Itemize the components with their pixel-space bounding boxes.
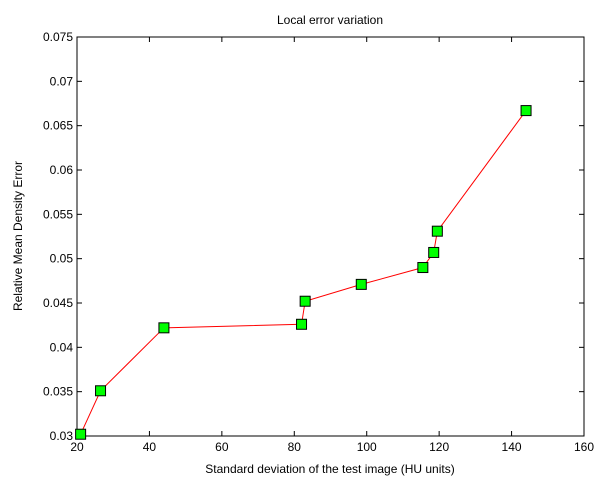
data-point-marker xyxy=(299,295,311,307)
y-tick-label: 0.06 xyxy=(50,163,74,177)
x-tick-label: 20 xyxy=(70,440,84,454)
y-axis-ticks: 0.03 0.035 0.04 0.045 0.05 0.055 0.06 0.065 0.07… xyxy=(43,30,584,443)
data-point-marker xyxy=(355,278,367,290)
x-tick-label: 80 xyxy=(288,440,302,454)
data-point-marker xyxy=(520,105,532,117)
series-line xyxy=(80,110,527,435)
y-tick-label: 0.035 xyxy=(43,385,73,399)
y-axis-label: Relative Mean Density Error xyxy=(11,161,25,311)
x-tick-label: 40 xyxy=(143,440,157,454)
y-tick-label: 0.04 xyxy=(50,340,74,354)
series-layer xyxy=(75,105,532,440)
data-point-marker xyxy=(75,428,87,440)
data-point-marker xyxy=(95,385,107,397)
y-tick-label: 0.045 xyxy=(43,296,73,310)
data-point-marker xyxy=(431,225,443,237)
x-tick-label: 160 xyxy=(574,440,594,454)
x-tick-label: 100 xyxy=(357,440,377,454)
data-point-marker xyxy=(296,318,308,330)
x-axis-ticks: 20 40 60 80 100 120 140 160 xyxy=(70,37,594,454)
y-tick-label: 0.05 xyxy=(50,252,74,266)
x-axis-label: Standard deviation of the test image (HU… xyxy=(205,462,454,476)
data-point-marker xyxy=(428,246,440,258)
y-tick-label: 0.065 xyxy=(43,119,73,133)
data-point-marker xyxy=(158,322,170,334)
x-tick-label: 60 xyxy=(215,440,229,454)
y-tick-label: 0.075 xyxy=(43,30,73,44)
plot-area xyxy=(76,36,585,437)
y-tick-label: 0.03 xyxy=(50,429,74,443)
x-tick-label: 140 xyxy=(502,440,522,454)
chart-title: Local error variation xyxy=(277,13,383,27)
y-tick-label: 0.07 xyxy=(50,74,74,88)
x-tick-label: 120 xyxy=(429,440,449,454)
data-point-marker xyxy=(417,262,429,274)
y-tick-label: 0.055 xyxy=(43,207,73,221)
